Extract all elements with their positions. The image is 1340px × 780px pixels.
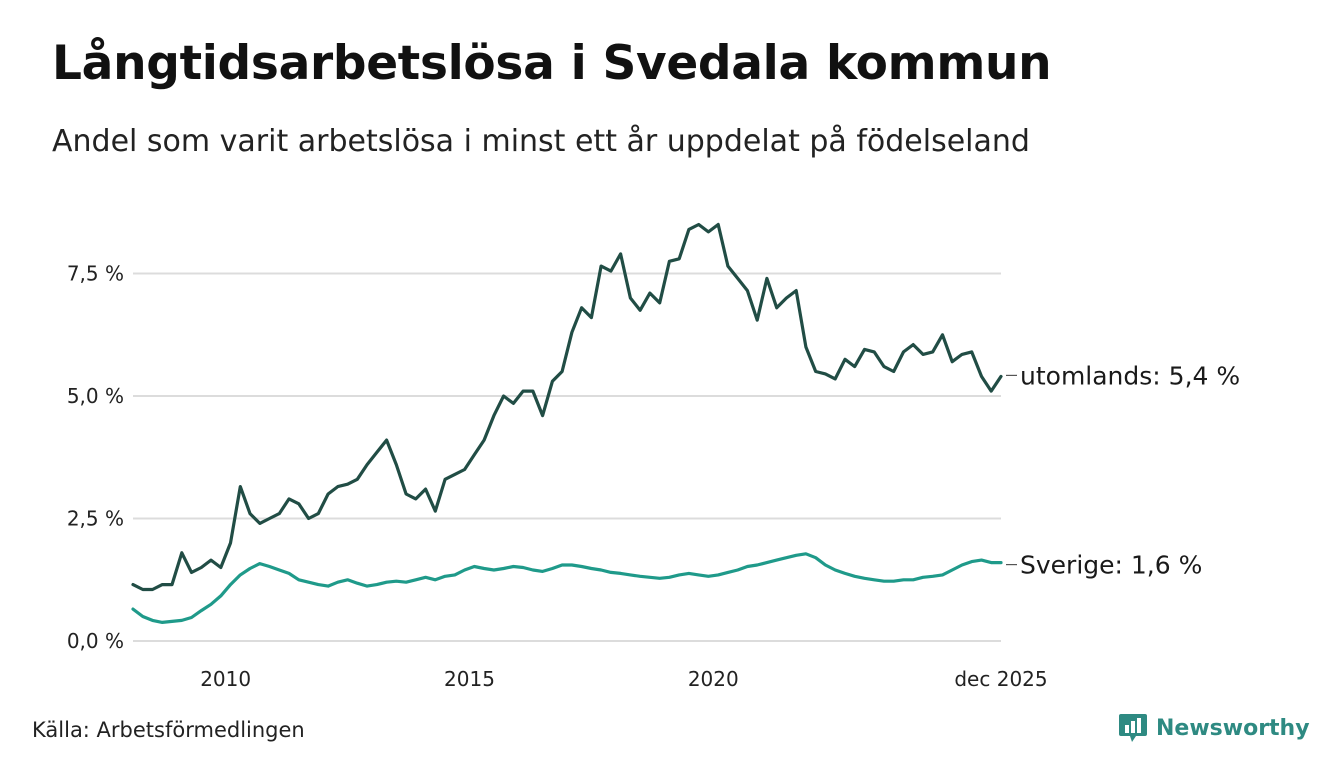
brand-logo: Newsworthy (1118, 712, 1310, 744)
y-tick-label: 5,0 % (67, 384, 124, 408)
newsworthy-logo-icon (1119, 714, 1147, 742)
gridlines (133, 272, 1001, 642)
chart-title: Långtidsarbetslösa i Svedala kommun (52, 36, 1052, 91)
series-line-sverige (131, 552, 1003, 624)
end-label-utomlands: utomlands: 5,4 % (1020, 361, 1240, 390)
x-tick-label: dec 2025 (954, 667, 1047, 691)
y-tick-label: 7,5 % (67, 262, 124, 286)
end-label-sverige: Sverige: 1,6 % (1020, 551, 1202, 580)
brand-name: Newsworthy (1156, 715, 1310, 741)
y-tick-label: 2,5 % (67, 507, 124, 531)
source-note: Källa: Arbetsförmedlingen (32, 718, 305, 742)
series-lines (131, 222, 1003, 624)
x-tick-label: 2020 (688, 667, 739, 691)
series-line-utomlands (131, 222, 1003, 592)
x-tick-label: 2010 (200, 667, 251, 691)
chart-subtitle: Andel som varit arbetslösa i minst ett å… (52, 124, 1030, 159)
y-axis-ticks: 0,0 % 2,5 % 5,0 % 7,5 % (67, 262, 124, 654)
y-tick-label: 0,0 % (67, 629, 124, 653)
end-labels: utomlands: 5,4 % Sverige: 1,6 % (1006, 361, 1240, 580)
x-tick-label: 2015 (444, 667, 495, 691)
line-chart: 0,0 % 2,5 % 5,0 % 7,5 % 2010 2015 2020 dec 202… (67, 222, 1240, 691)
x-axis-ticks: 2010 2015 2020 dec 2025 (200, 667, 1047, 691)
